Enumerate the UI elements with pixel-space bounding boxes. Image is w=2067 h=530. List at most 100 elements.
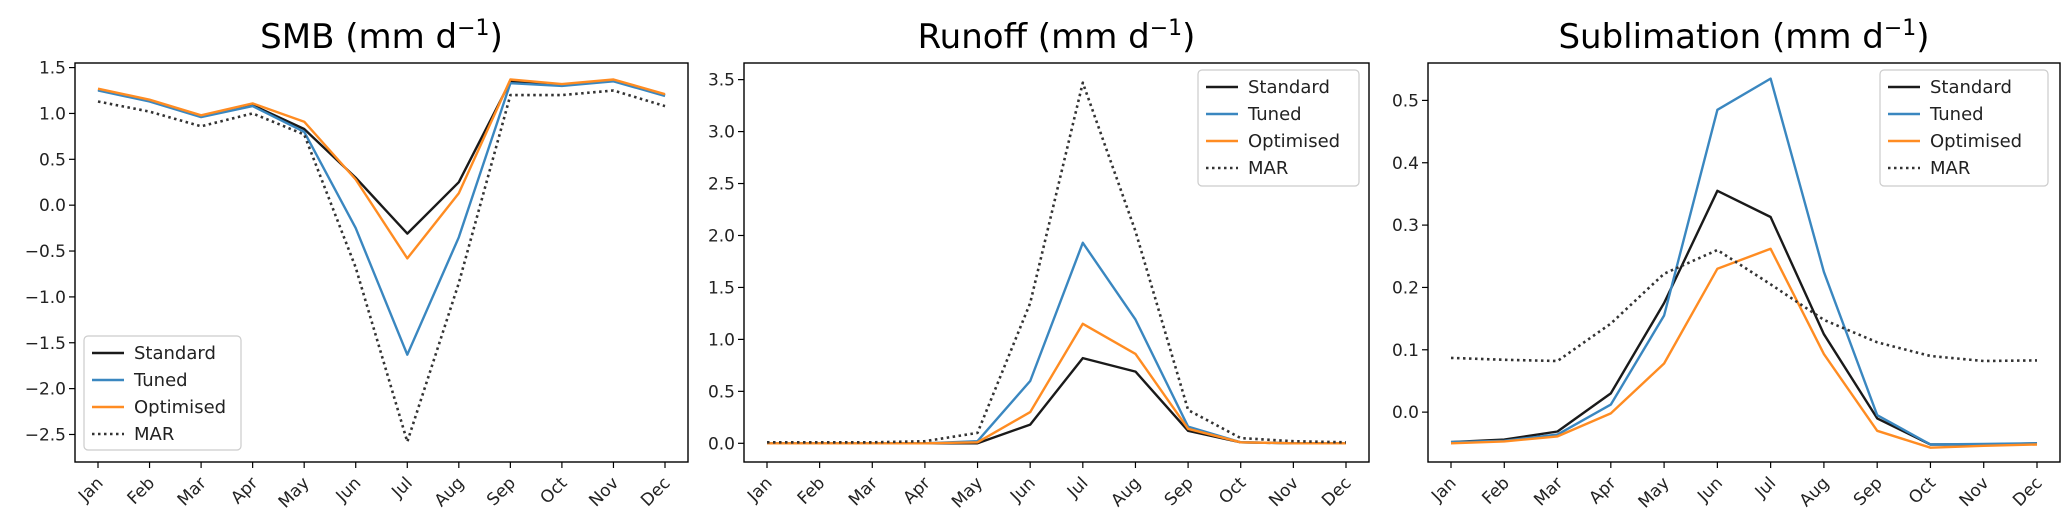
smb-legend-label-tuned: Tuned — [133, 370, 188, 391]
sublimation-series-standard-line — [1450, 189, 2038, 446]
sublimation-legend-label-tuned: Tuned — [1929, 104, 1984, 125]
smb-xtick-label: Aug — [431, 473, 469, 511]
sublimation-ytick-label: 0.3 — [1392, 216, 1419, 236]
sublimation-axes-frame — [1427, 62, 2061, 463]
sublimation-xtick-label: Jun — [1693, 473, 1727, 507]
runoff-xtick-label: May — [948, 473, 987, 512]
runoff-chart-title: Runoff (mm d−1) — [918, 16, 1196, 57]
smb-ytick-label: −2.5 — [25, 425, 66, 445]
runoff-chart: Runoff (mm d−1) 0.0 0.5 1.0 1.5 2.0 2.5 3.0 3.5 J… — [708, 16, 1370, 512]
runoff-xtick-label: Sep — [1161, 473, 1198, 510]
sublimation-xtick-label: Feb — [1478, 473, 1513, 508]
runoff-chart-panel: Runoff (mm d−1) 0.0 0.5 1.0 1.5 2.0 2.5 3.0 3.5 J… — [689, 0, 1378, 530]
sublimation-title-main: Sublimation (mm d — [1558, 17, 1883, 57]
smb-ytick-label: −1.5 — [25, 334, 66, 354]
sublimation-xtick-label: May — [1635, 473, 1674, 512]
smb-xtick-label: Feb — [124, 473, 159, 508]
sublimation-chart: Sublimation (mm d−1) 0.5 0.4 0.3 0.2 0.1 0.0 Ja… — [1392, 16, 2061, 512]
smb-xtick-label: Apr — [227, 473, 262, 508]
smb-ytick-label: −2.0 — [25, 380, 66, 400]
smb-xtick-label: Jan — [74, 473, 107, 506]
smb-series-mar-line — [97, 89, 666, 444]
smb-title-main: SMB (mm d — [260, 17, 457, 57]
runoff-xtick-label: Jan — [743, 473, 776, 506]
smb-xtick-label: Jun — [332, 473, 366, 507]
sublimation-xtick-label: Oct — [1905, 473, 1940, 508]
smb-xtick-label: Nov — [585, 473, 623, 511]
smb-series-optimised-line — [97, 78, 666, 260]
smb-legend: Standard Tuned Optimised MAR — [83, 335, 242, 451]
runoff-title-main: Runoff (mm d — [918, 17, 1150, 57]
runoff-ytick-label: 3.5 — [708, 71, 735, 91]
sublimation-ytick-label: 0.5 — [1392, 91, 1419, 111]
smb-xtick-label: Jul — [387, 473, 416, 502]
runoff-xtick-label: Mar — [845, 473, 882, 510]
runoff-series-optimised-line — [767, 322, 1346, 445]
runoff-ytick-label: 2.0 — [708, 226, 735, 246]
runoff-ytick-label: 2.5 — [708, 175, 735, 195]
sublimation-xtick-label: Sep — [1850, 473, 1887, 510]
sublimation-xtick-label: Jul — [1751, 473, 1780, 502]
sublimation-series-tuned-line — [1450, 77, 2038, 446]
sublimation-legend-box — [1879, 69, 2049, 187]
sublimation-chart-title: Sublimation (mm d−1) — [1558, 16, 1929, 57]
sublimation-chart-panel: Sublimation (mm d−1) 0.5 0.4 0.3 0.2 0.1 0.0 Ja… — [1378, 0, 2067, 530]
smb-ytick-label: 0.5 — [39, 150, 66, 170]
runoff-title-sup: −1 — [1150, 16, 1182, 41]
sublimation-ytick-label: 0.0 — [1392, 403, 1419, 423]
smb-title-sup: −1 — [457, 16, 489, 41]
smb-xtick-label: Mar — [174, 473, 211, 510]
smb-legend-label-optimised: Optimised — [134, 397, 226, 418]
sublimation-xtick-label: Nov — [1956, 473, 1994, 511]
sublimation-title-close: ) — [1916, 17, 1929, 57]
sublimation-ytick-label: 0.4 — [1392, 154, 1419, 174]
sublimation-legend-label-mar: MAR — [1930, 158, 1970, 179]
runoff-legend-label-mar: MAR — [1248, 158, 1288, 179]
smb-legend-box — [83, 335, 242, 451]
sublimation-series-mar-line — [1450, 248, 2038, 363]
smb-series-standard-line — [97, 79, 666, 235]
sublimation-series-optimised-line — [1450, 247, 2038, 449]
sublimation-xtick-label: Jan — [1427, 473, 1460, 506]
smb-ytick-label: 1.5 — [39, 59, 66, 79]
runoff-axes-frame — [743, 62, 1370, 463]
smb-ytick-label: −0.5 — [25, 242, 66, 262]
sublimation-xtick-label: Dec — [2009, 473, 2046, 510]
runoff-xtick-label: Feb — [794, 473, 829, 508]
smb-ytick-label: 0.0 — [39, 196, 66, 216]
smb-ytick-label: 1.0 — [39, 104, 66, 124]
sublimation-ytick-label: 0.2 — [1392, 278, 1419, 298]
runoff-xtick-label: Oct — [1215, 473, 1250, 508]
runoff-ytick-label: 0.5 — [708, 382, 735, 402]
runoff-xtick-label: Nov — [1265, 473, 1303, 511]
smb-chart-panel: SMB (mm d−1) 1.5 1.0 0.5 0.0 −0.5 −1.0 −1.5 −2.0… — [0, 0, 689, 530]
sublimation-ytick-label: 0.1 — [1392, 341, 1419, 361]
runoff-xtick-label: Apr — [899, 473, 934, 508]
runoff-legend-label-standard: Standard — [1248, 77, 1330, 98]
sublimation-title-sup: −1 — [1884, 16, 1916, 41]
smb-legend-label-mar: MAR — [134, 424, 174, 445]
runoff-series-standard-line — [767, 356, 1346, 445]
sublimation-xtick-label: Mar — [1530, 473, 1567, 510]
runoff-xtick-label: Jun — [1006, 473, 1040, 507]
sublimation-xtick-label: Apr — [1585, 473, 1620, 508]
runoff-ytick-label: 3.0 — [708, 123, 735, 143]
smb-xtick-label: Dec — [637, 473, 674, 510]
smb-axes-frame — [74, 62, 689, 463]
smb-ytick-label: −1.0 — [25, 288, 66, 308]
runoff-legend-label-optimised: Optimised — [1248, 131, 1340, 152]
runoff-series-mar-line — [767, 81, 1347, 444]
smb-chart: SMB (mm d−1) 1.5 1.0 0.5 0.0 −0.5 −1.0 −1.5 −2.0… — [25, 16, 689, 512]
runoff-xtick-label: Aug — [1107, 473, 1145, 511]
runoff-legend-box — [1197, 69, 1360, 187]
runoff-legend-label-tuned: Tuned — [1247, 104, 1302, 125]
sublimation-legend: Standard Tuned Optimised MAR — [1879, 69, 2049, 187]
sublimation-legend-label-optimised: Optimised — [1930, 131, 2022, 152]
smb-xtick-label: May — [275, 473, 314, 512]
smb-series-tuned-line — [97, 80, 666, 356]
smb-title-close: ) — [490, 17, 503, 57]
runoff-ytick-label: 0.0 — [708, 434, 735, 454]
smb-xtick-label: Sep — [483, 473, 520, 510]
runoff-ytick-label: 1.5 — [708, 278, 735, 298]
